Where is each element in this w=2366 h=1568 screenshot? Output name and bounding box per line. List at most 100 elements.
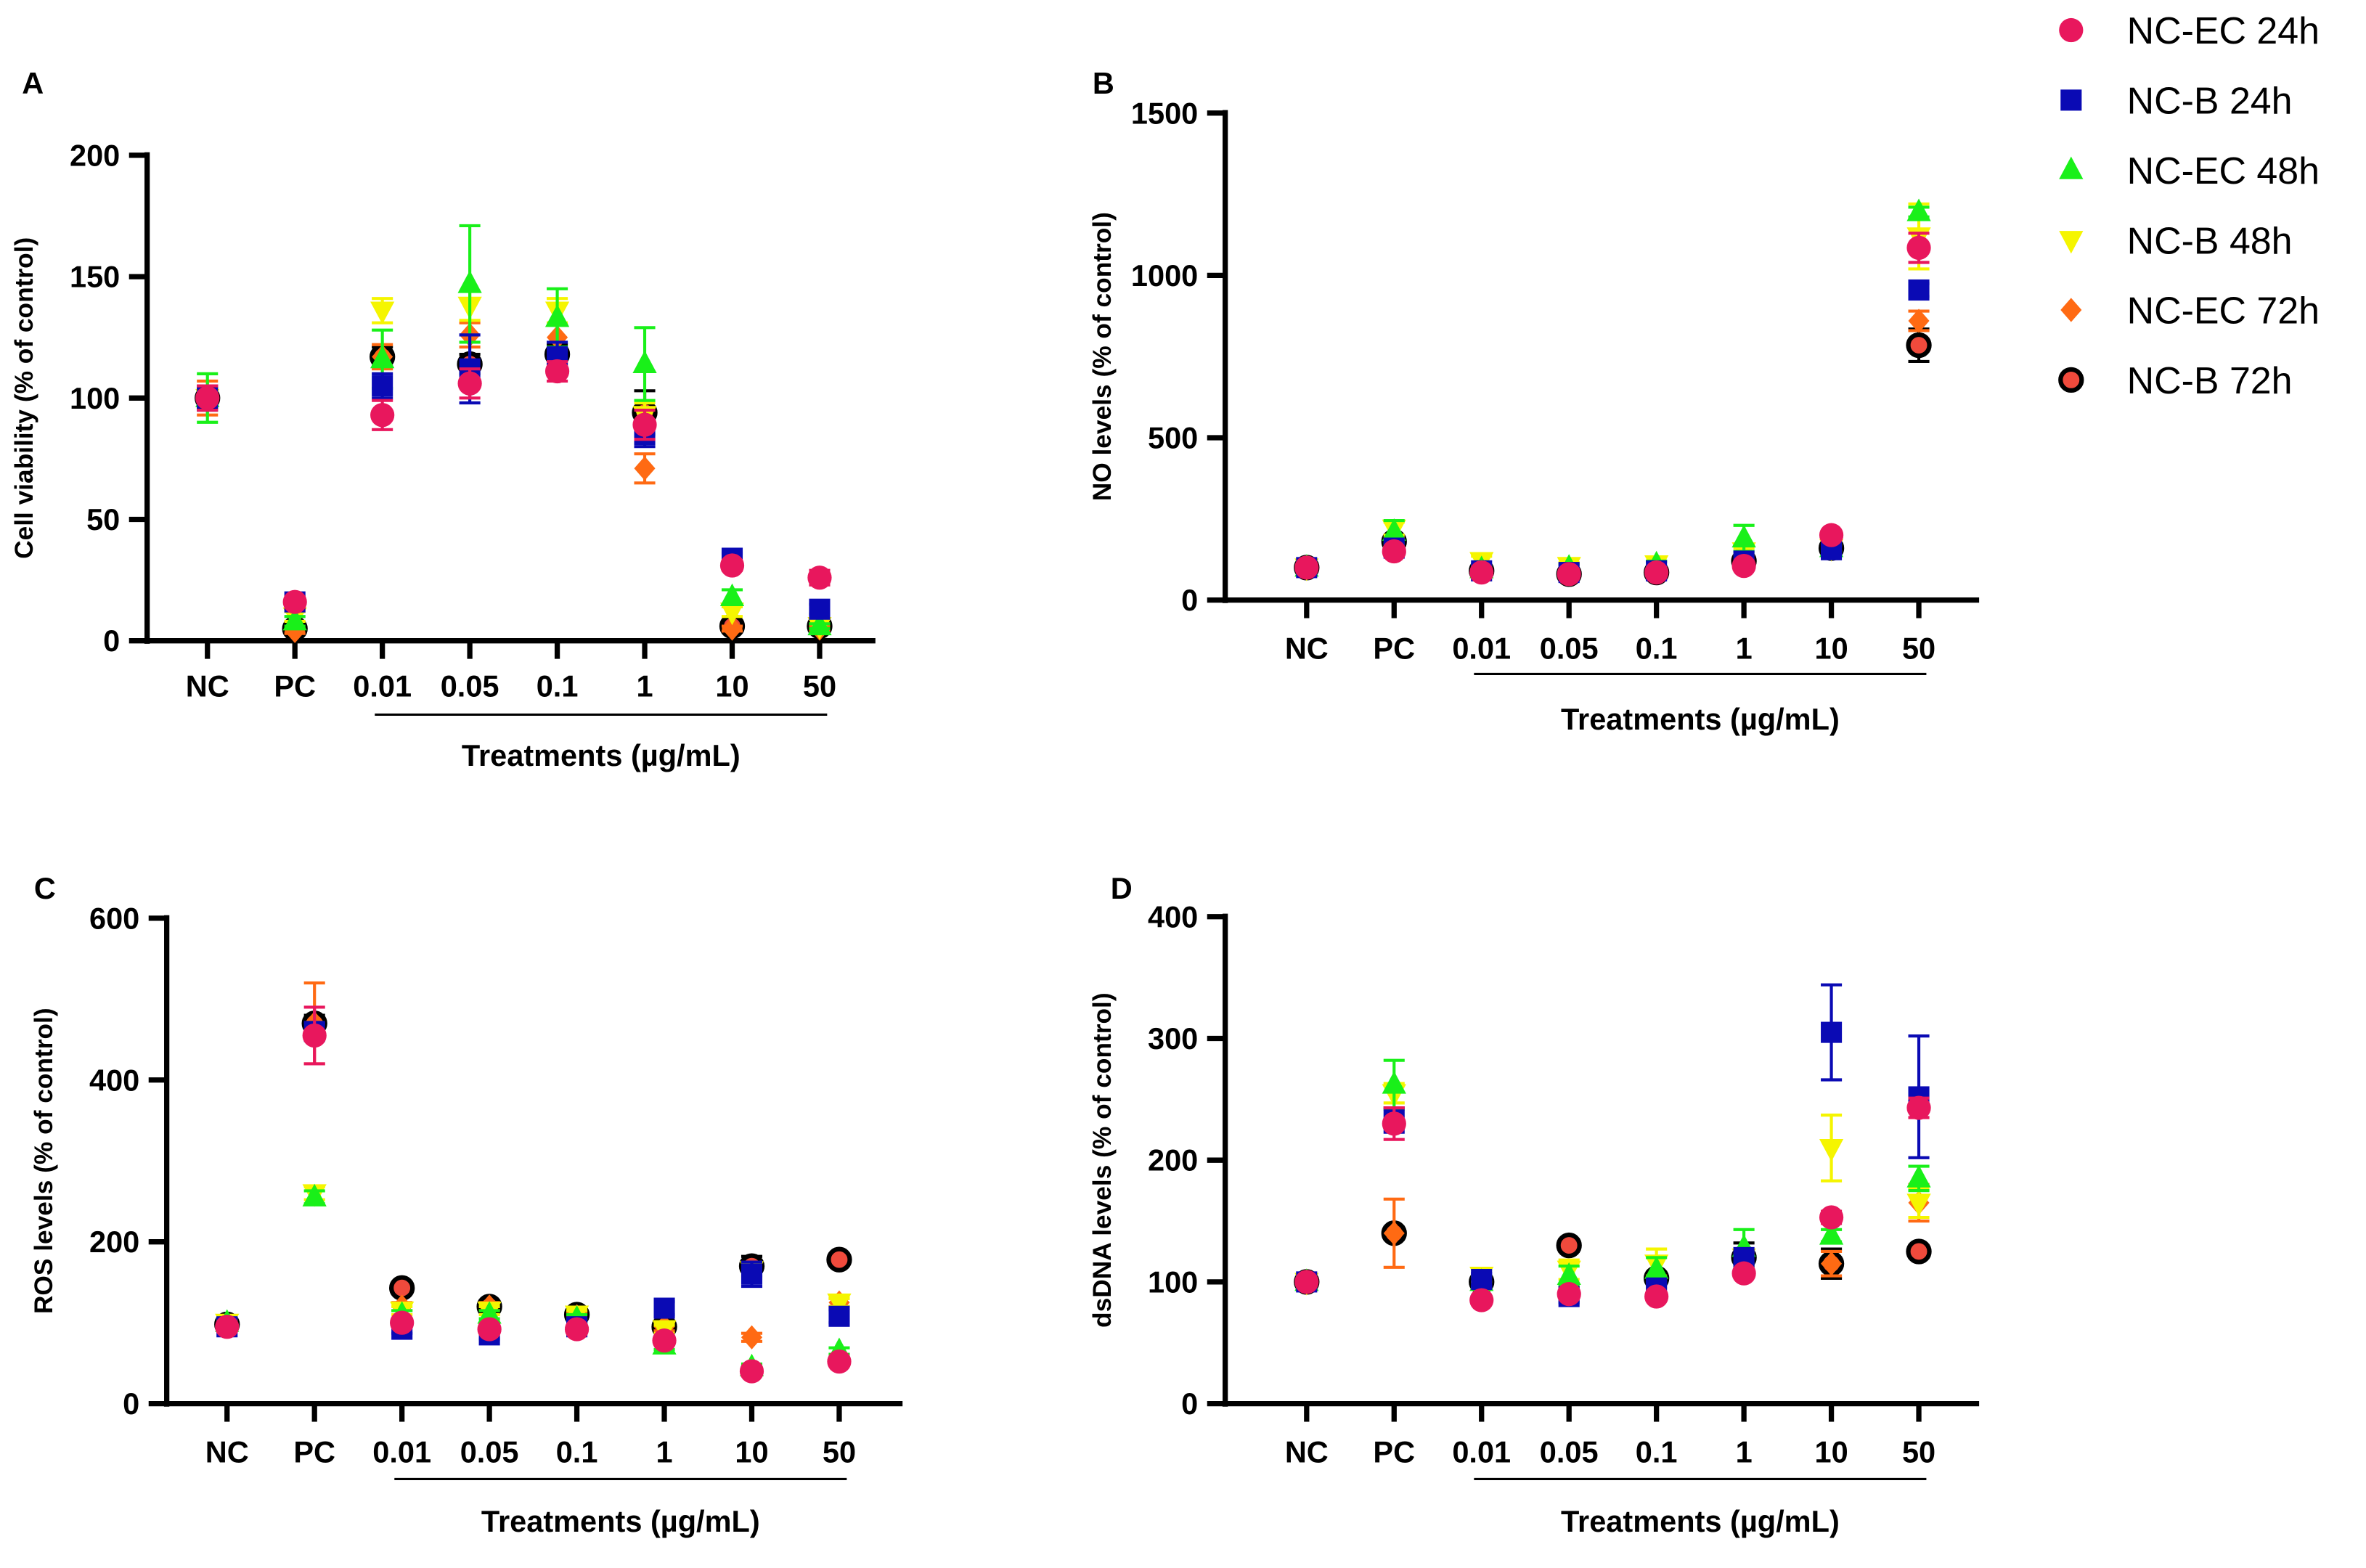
data-point: [215, 1315, 240, 1339]
series-nc-ec-24h: [1294, 1095, 1931, 1312]
x-tick-label: PC: [293, 1435, 335, 1469]
x-tick-label: NC: [1285, 632, 1329, 666]
data-point: [1469, 560, 1494, 585]
x-tick-label: 0.01: [1452, 632, 1511, 666]
legend-item: NC-EC 72h: [2060, 290, 2320, 332]
y-tick-label: 0: [1181, 583, 1198, 617]
data-point: [1644, 1256, 1669, 1279]
panel-label: B: [1093, 66, 1114, 100]
x-tick-label: 10: [715, 669, 748, 703]
data-point: [632, 412, 657, 437]
data-point: [1906, 1193, 1931, 1217]
y-tick-label: 400: [89, 1063, 139, 1097]
panel-d: D 0 100 200 300 400 dsDNA levels (% of control…: [1088, 871, 1980, 1538]
y-tick-label: 200: [1148, 1143, 1198, 1177]
data-point: [1382, 518, 1406, 542]
data-point: [827, 1293, 852, 1316]
x-axis-title: Treatments (µg/mL): [1561, 702, 1840, 736]
data-point: [544, 359, 570, 384]
data-point: [302, 1183, 327, 1206]
x-tick-label: 10: [1814, 1435, 1848, 1469]
x-tick-label: 10: [1814, 632, 1848, 666]
legend-label: NC-EC 72h: [2127, 290, 2320, 332]
x-tick-label: 50: [803, 669, 836, 703]
data-point: [1383, 1221, 1405, 1246]
panel-label: D: [1111, 871, 1133, 905]
data-point: [1556, 1232, 1582, 1259]
y-tick-label: 0: [123, 1387, 139, 1421]
x-tick-label: NC: [186, 669, 229, 703]
legend-label: NC-B 72h: [2127, 360, 2293, 402]
y-tick-label: 1500: [1131, 96, 1198, 130]
legend-item: NC-B 72h: [2058, 360, 2293, 402]
legend-item: NC-B 48h: [2059, 220, 2293, 262]
legend-label: NC-B 24h: [2127, 81, 2293, 123]
x-tick-label: 0.05: [441, 669, 499, 703]
y-axis-title: dsDNA levels (% of control): [1088, 992, 1117, 1328]
legend-label: NC-EC 24h: [2127, 10, 2320, 52]
x-tick-label: NC: [1285, 1435, 1329, 1469]
data-point: [1906, 1095, 1931, 1120]
x-axis-title: Treatments (µg/mL): [1561, 1504, 1840, 1538]
data-point: [1294, 1270, 1319, 1294]
x-tick-label: 50: [1902, 632, 1935, 666]
data-point: [741, 1263, 763, 1285]
data-point: [826, 1246, 852, 1273]
data-point: [282, 608, 307, 631]
legend-item: NC-B 24h: [2060, 81, 2293, 123]
y-tick-label: 150: [70, 260, 120, 294]
data-point: [477, 1317, 502, 1342]
data-point: [1906, 198, 1931, 221]
y-axis-title: ROS levels (% of control): [30, 1008, 58, 1314]
data-point: [390, 1310, 415, 1335]
data-point: [632, 350, 657, 373]
y-tick-label: 400: [1148, 899, 1198, 934]
data-point: [719, 603, 745, 626]
x-tick-label: 0.1: [1636, 632, 1678, 666]
data-point: [457, 371, 482, 396]
data-point: [564, 1317, 590, 1342]
y-tick-label: 0: [1181, 1387, 1198, 1421]
series-nc-b-48h: [195, 290, 832, 640]
data-point: [1908, 309, 1930, 333]
data-point: [477, 1301, 502, 1324]
y-tick-label: 0: [103, 624, 120, 658]
legend-marker: [2059, 156, 2084, 179]
data-point: [739, 1359, 764, 1384]
x-tick-label: 0.1: [1636, 1435, 1678, 1469]
data-point: [457, 270, 482, 293]
series-nc-ec-24h: [1294, 232, 1931, 587]
data-point: [1821, 1251, 1843, 1276]
data-point: [1906, 1164, 1931, 1188]
x-tick-label: 0.01: [353, 669, 412, 703]
data-point: [1731, 554, 1756, 579]
legend-marker: [2060, 298, 2082, 322]
x-tick-label: 0.1: [556, 1435, 598, 1469]
x-tick-label: 0.01: [372, 1435, 431, 1469]
data-point: [809, 598, 831, 620]
data-point: [1557, 1282, 1581, 1307]
data-point: [1644, 560, 1669, 585]
data-point: [1908, 279, 1930, 301]
data-point: [634, 456, 656, 481]
legend-marker: [2059, 231, 2084, 254]
y-tick-label: 1000: [1131, 258, 1198, 293]
data-point: [828, 1305, 850, 1327]
data-point: [1382, 1071, 1406, 1094]
x-tick-label: 1: [1736, 632, 1753, 666]
data-point: [1731, 1261, 1756, 1286]
panel-b: B 0 500 1000 1500 NO levels (% of control) NC P…: [1088, 66, 1980, 736]
x-tick-label: 0.1: [537, 669, 579, 703]
data-point: [719, 583, 745, 606]
data-point: [372, 375, 393, 397]
y-axis-title: NO levels (% of control): [1088, 212, 1117, 501]
data-point: [1906, 332, 1932, 359]
x-tick-label: 10: [735, 1435, 768, 1469]
x-tick-label: 1: [636, 669, 653, 703]
y-tick-label: 200: [89, 1225, 139, 1259]
data-point: [1557, 1262, 1581, 1285]
panel-label: C: [34, 871, 56, 905]
y-tick-label: 100: [70, 381, 120, 415]
series-nc-ec-24h: [195, 359, 832, 614]
data-point: [1731, 524, 1756, 548]
